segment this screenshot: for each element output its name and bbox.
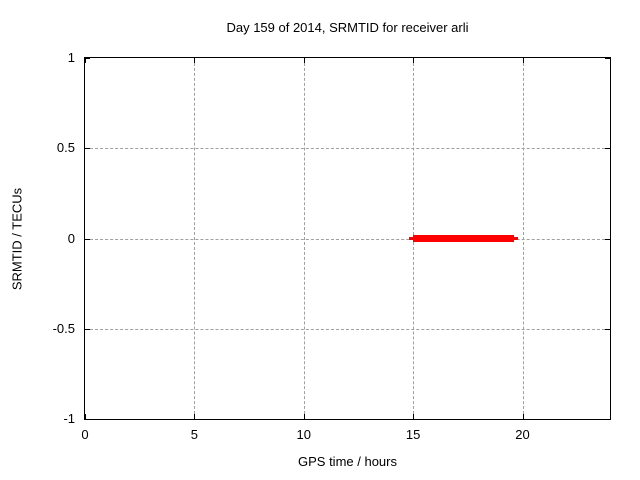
y-tick-label: 0.5: [56, 140, 75, 156]
y-tick-label: 0: [67, 230, 75, 246]
plot-area: [84, 57, 611, 420]
y-gridline: [85, 148, 610, 150]
x-tick-bottom: [85, 414, 86, 419]
y-tick-label: 1: [67, 50, 75, 65]
x-tick-bottom: [522, 414, 524, 419]
x-tick-label: 20: [515, 427, 530, 442]
x-tick-top: [303, 58, 305, 63]
x-tick-top: [522, 58, 524, 63]
x-tick-label: 5: [190, 427, 198, 442]
y-tick-right: [605, 238, 610, 240]
y-tick-left: [85, 58, 90, 59]
y-axis-label: SRMTID / TECUs: [9, 187, 25, 291]
chart-title: Day 159 of 2014, SRMTID for receiver arl…: [226, 20, 469, 35]
y-tick-left: [85, 238, 90, 240]
x-tick-top: [413, 58, 415, 63]
y-tick-left: [85, 148, 90, 150]
x-tick-label: 15: [405, 427, 421, 442]
y-gridline: [85, 328, 610, 330]
y-gridline: [85, 238, 610, 240]
x-tick-label: 10: [296, 427, 311, 442]
x-tick-label: 0: [81, 427, 89, 442]
x-tick-bottom: [303, 414, 305, 419]
y-tick-label: -1: [63, 411, 75, 426]
x-tick-top: [194, 58, 196, 63]
y-tick-right: [605, 58, 610, 59]
y-tick-left: [85, 328, 90, 330]
y-tick-label: -0.5: [52, 320, 75, 336]
y-tick-right: [605, 419, 610, 420]
y-tick-right: [605, 328, 610, 330]
x-tick-bottom: [194, 414, 196, 419]
y-tick-right: [605, 148, 610, 150]
x-tick-bottom: [413, 414, 415, 419]
x-axis-label: GPS time / hours: [298, 454, 397, 469]
x-tick-top: [85, 58, 86, 63]
series-segment: [413, 235, 514, 242]
y-tick-left: [85, 419, 90, 420]
